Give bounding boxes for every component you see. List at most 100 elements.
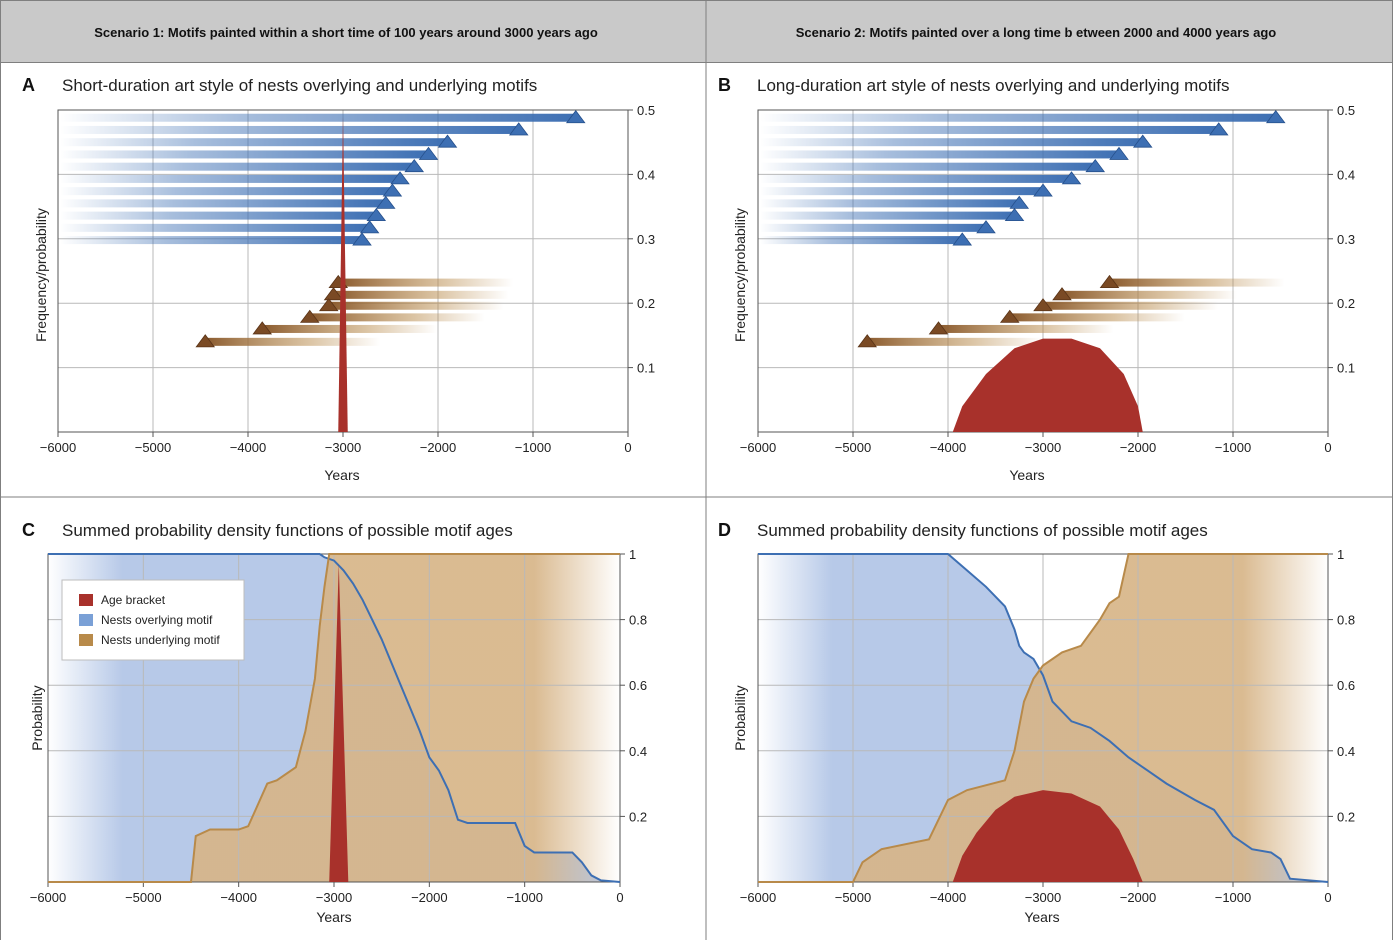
panel-d-ylabel: Probability	[732, 685, 748, 750]
panel-a-ytick-label: 0.4	[637, 167, 655, 182]
panel-a-underlying-bar	[338, 278, 514, 287]
panel-b-underlying-marker	[857, 334, 878, 348]
panel-b-xtick-label: −1000	[1215, 440, 1252, 455]
panel-a-overlying-bar	[60, 174, 400, 183]
panel-b-overlying-bar	[760, 211, 1015, 220]
panel-b-overlying-bar	[760, 199, 1020, 208]
panel-d-underlying-line	[758, 553, 1328, 883]
panel-a-ylabel: Frequency/probability	[33, 208, 49, 342]
panel-b-xtick-label: −4000	[930, 440, 967, 455]
panel-d-xtick-label: −3000	[1025, 890, 1062, 905]
panel-a-title: Short-duration art style of nests overly…	[62, 76, 537, 95]
panel-a-overlying-bar	[60, 187, 393, 196]
panel-c-xtick-label: −6000	[30, 890, 67, 905]
panel-a-age-bracket	[338, 116, 348, 432]
panel-a-overlying-bar	[60, 211, 377, 220]
panel-a-overlying-marker	[352, 232, 372, 246]
panel-d-chart: −6000 −5000 −4000 −3000 −2000 −1000 0 0.2 0.4 0.6…	[740, 547, 1355, 905]
panel-c-xtick-label: −5000	[125, 890, 162, 905]
panel-b-underlying-bar	[1043, 301, 1218, 310]
panel-c-ytick-label: 1	[629, 547, 636, 562]
panel-b-overlying-marker	[1009, 195, 1030, 209]
panel-d-xtick-label: −6000	[740, 890, 777, 905]
panel-a-underlying-bar	[262, 324, 438, 333]
panel-a-ytick-label: 0.3	[637, 232, 655, 247]
panel-a-overlying-marker	[375, 195, 396, 209]
panel-c-xtick-label: 0	[616, 890, 623, 905]
panel-a-overlying-marker	[404, 159, 425, 173]
panel-b-ytick-label: 0.3	[1337, 232, 1355, 247]
panel-b-overlying-bar	[760, 236, 963, 245]
panel-a-overlying-bar	[60, 199, 386, 208]
panel-a-overlying-marker	[390, 171, 410, 185]
panel-c-xtick-label: −1000	[506, 890, 543, 905]
panel-b-ytick-label: 0.2	[1337, 296, 1355, 311]
panel-b-underlying-marker	[1033, 298, 1053, 312]
panel-a-overlying-marker	[565, 110, 586, 124]
panel-a-overlying-bar	[60, 138, 448, 147]
panel-a-ytick-label: 0.5	[637, 103, 655, 118]
panel-c-xlabel: Years	[316, 909, 351, 925]
panel-a-overlying-marker	[382, 183, 403, 197]
panel-b-ylabel: Frequency/probability	[732, 208, 748, 342]
panel-a-ytick-label: 0.2	[637, 296, 655, 311]
panel-a-underlying-marker	[195, 334, 216, 348]
scenario-2-header: Scenario 2: Motifs painted over a long t…	[796, 25, 1277, 40]
panel-a-underlying-marker	[299, 309, 320, 323]
panel-b-overlying-marker	[1208, 122, 1229, 136]
panel-a-overlying-marker	[508, 122, 529, 136]
panel-d-title: Summed probability density functions of …	[757, 521, 1208, 540]
scenario-1-header: Scenario 1: Motifs painted within a shor…	[94, 25, 598, 40]
panel-b-xtick-label: 0	[1324, 440, 1331, 455]
panel-b-overlying-bar	[760, 174, 1072, 183]
panel-d-xtick-label: −5000	[835, 890, 872, 905]
panel-d-ytick-label: 0.2	[1337, 809, 1355, 824]
panel-a-underlying-bar	[333, 290, 509, 299]
panel-a-overlying-bar	[60, 150, 429, 159]
panel-d-ytick-label: 0.8	[1337, 613, 1355, 628]
panel-b-underlying-bar	[1109, 278, 1285, 287]
panel-b-overlying-bar	[760, 125, 1219, 134]
panel-a-overlying-bar	[60, 113, 576, 122]
panel-c-ytick-label: 0.6	[629, 678, 647, 693]
panel-b-overlying-marker	[1109, 146, 1129, 160]
panel-b-overlying-marker	[1004, 207, 1025, 222]
panel-a-underlying-marker	[252, 321, 273, 335]
panel-b-overlying-bar	[760, 162, 1096, 171]
panel-c-xtick-label: −4000	[220, 890, 257, 905]
panel-b-overlying-marker	[1132, 134, 1153, 148]
legend-age-bracket: Age bracket	[101, 593, 166, 607]
panel-a-xtick-label: −6000	[40, 440, 77, 455]
panel-a-overlying-marker	[359, 220, 380, 234]
panel-b-overlying-marker	[1061, 171, 1082, 185]
panel-a-overlying-marker	[366, 207, 387, 222]
legend-swatch-age-bracket	[79, 594, 93, 606]
panel-b-overlying-marker	[1033, 183, 1053, 197]
panel-b-xtick-label: −3000	[1025, 440, 1062, 455]
panel-c-ytick-label: 0.4	[629, 744, 647, 759]
panel-d-ytick-label: 0.6	[1337, 678, 1355, 693]
panel-a-underlying-bar	[328, 301, 504, 310]
panel-c-overlying-line	[48, 553, 621, 883]
panel-b-overlying-bar	[760, 113, 1276, 122]
panel-b-overlying-bar	[760, 187, 1043, 196]
panel-b-ytick-label: 0.1	[1337, 361, 1355, 376]
legend-overlying: Nests overlying motif	[101, 613, 213, 627]
panel-c-underlying-line	[48, 553, 620, 883]
panel-b-overlying-bar	[760, 223, 986, 232]
panel-d-overlying-line	[758, 553, 1329, 883]
panel-d-age-bracket	[952, 790, 1143, 882]
panel-d-xtick-label: −2000	[1120, 890, 1157, 905]
panel-c-xtick-label: −3000	[316, 890, 353, 905]
legend-swatch-underlying	[79, 634, 93, 646]
panel-a-xtick-label: −5000	[135, 440, 172, 455]
panel-a-xtick-label: −1000	[515, 440, 552, 455]
panel-a-overlying-marker	[437, 134, 458, 148]
panel-d-ytick-label: 0.4	[1337, 744, 1355, 759]
panel-a-xtick-label: −4000	[230, 440, 267, 455]
panel-b-underlying-bar	[1062, 290, 1237, 299]
panel-b-overlying-marker	[1265, 110, 1286, 124]
panel-b-overlying-marker	[952, 232, 973, 246]
panel-a-underlying-marker	[318, 298, 339, 312]
